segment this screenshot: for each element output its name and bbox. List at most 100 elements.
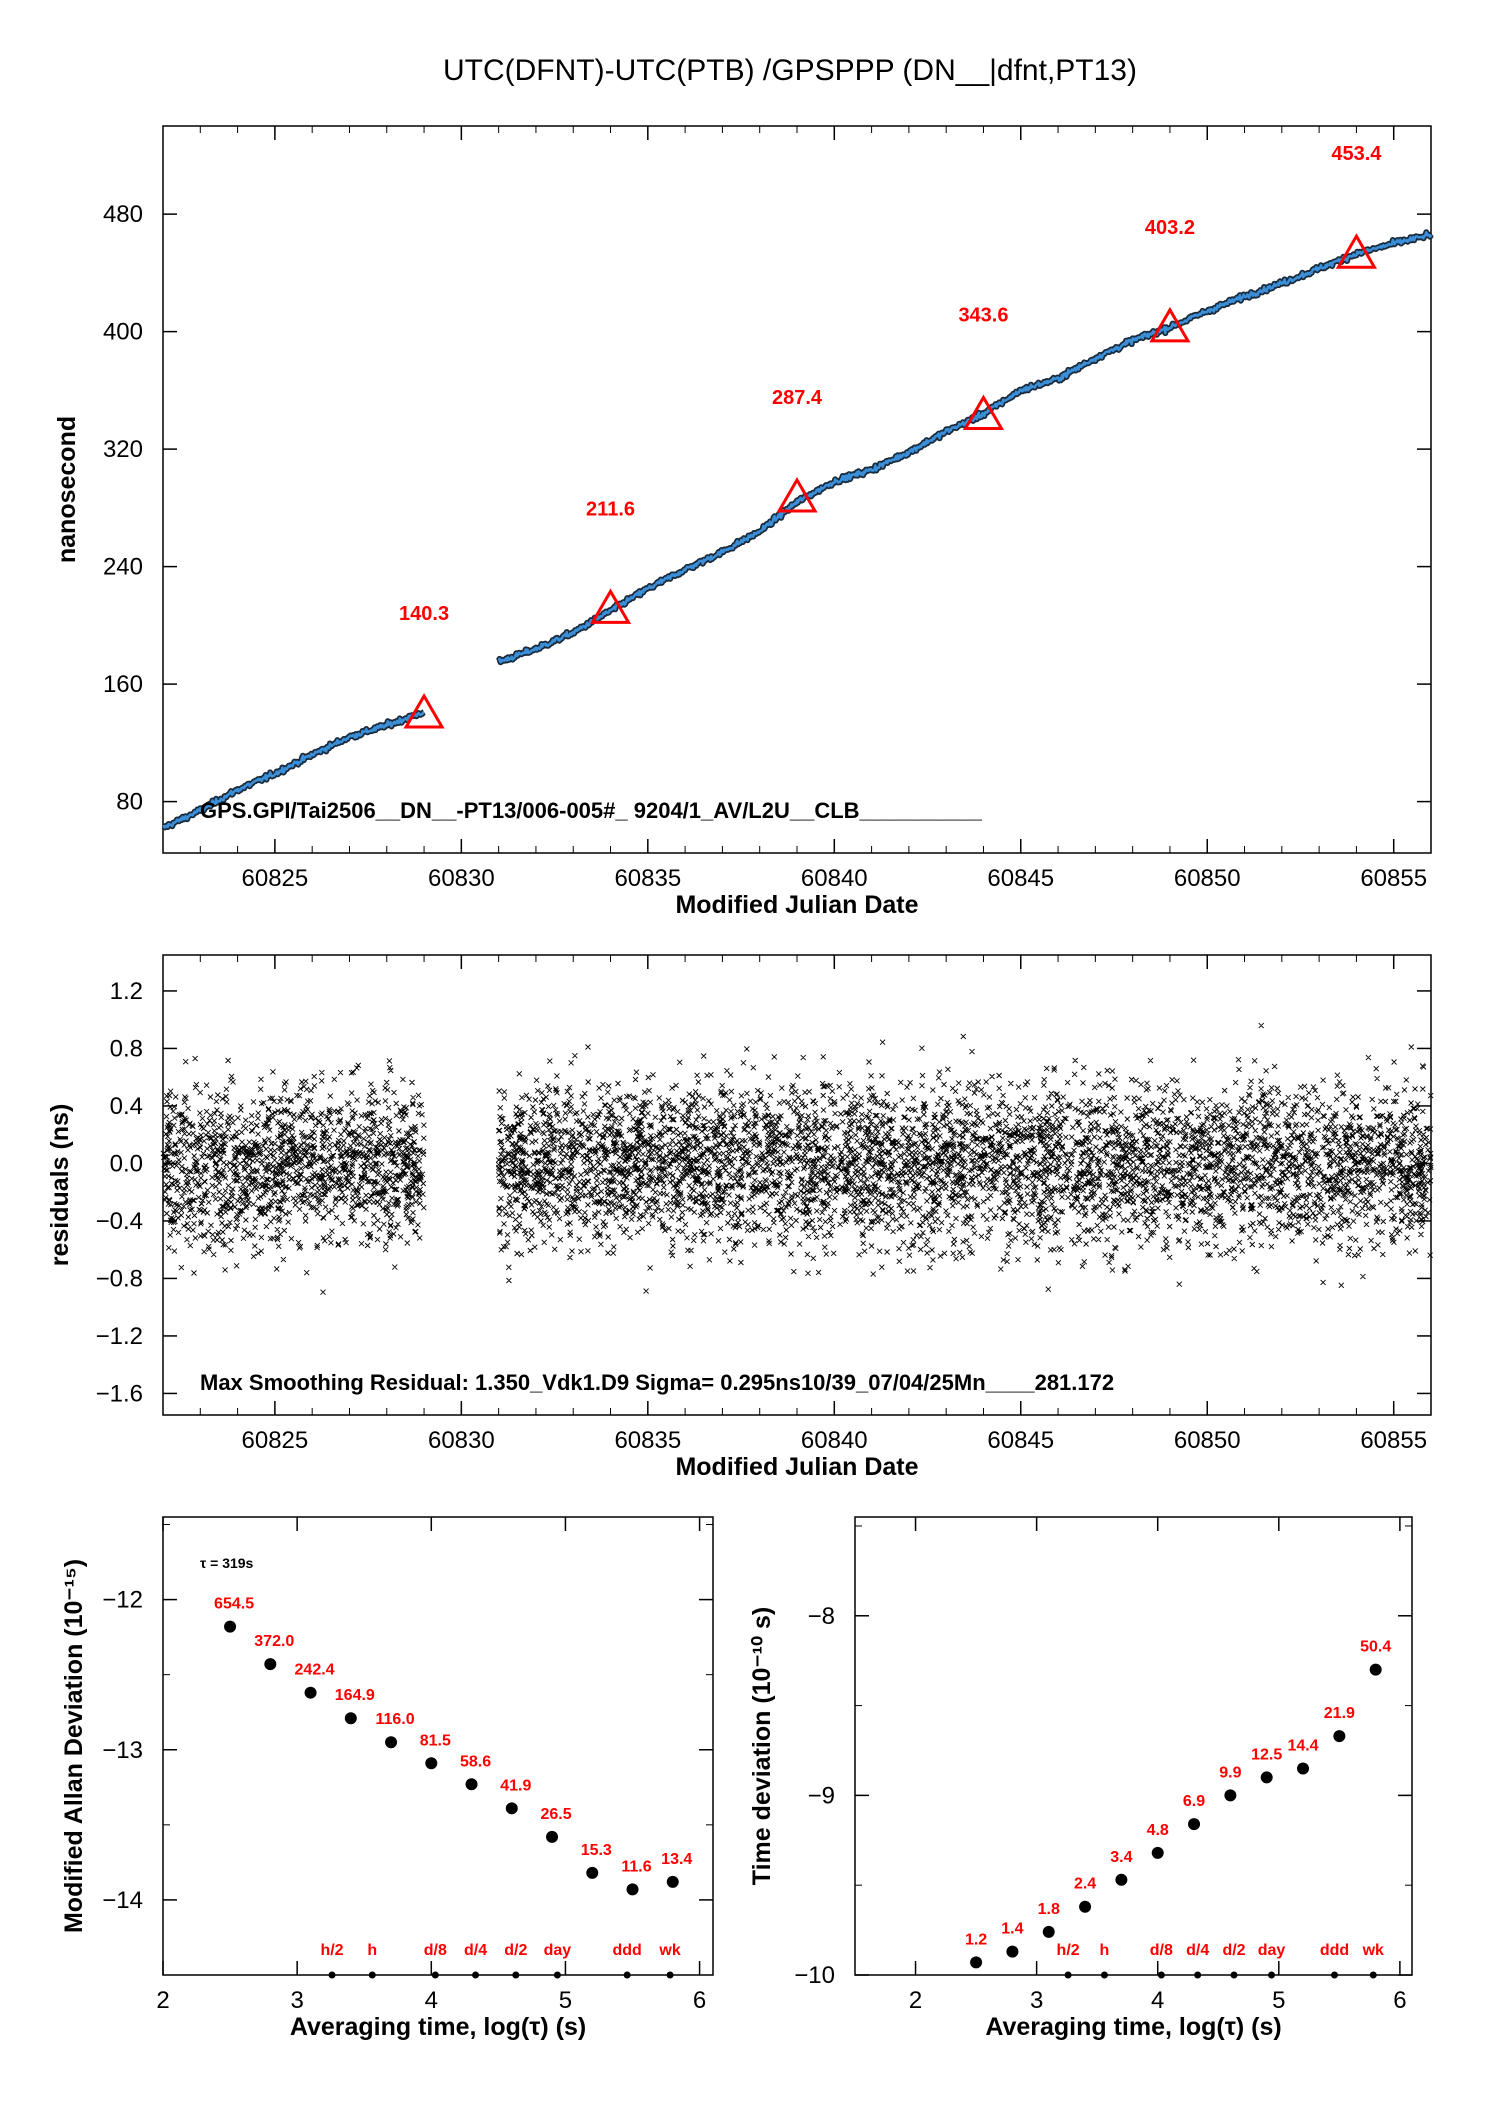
- panel-clock-offset: 60825 60830 60835 60840 60845 60850 60855 80 160…: [53, 125, 1434, 919]
- y-axis-label: residuals (ns): [46, 1104, 74, 1267]
- data-point: [1333, 1730, 1346, 1743]
- x-tick-label: 6: [693, 1987, 706, 2014]
- x-tick-label: 60855: [1360, 865, 1427, 892]
- x-axis-label: Averaging time, log(τ) (s): [985, 2013, 1281, 2041]
- x-tick-label: 60835: [614, 1427, 681, 1454]
- y-tick-label: 0.4: [110, 1093, 143, 1120]
- point-label: 372.0: [254, 1633, 294, 1650]
- point-label: 14.4: [1287, 1737, 1318, 1754]
- y-tick-label: −8: [808, 1603, 835, 1630]
- marker-triangle: [403, 693, 445, 729]
- residual-points: [160, 1022, 1434, 1296]
- interval-marker: [1268, 1971, 1276, 1979]
- y-axis-label: Time deviation (10⁻¹⁰ s): [748, 1607, 776, 1885]
- point-label: 242.4: [295, 1662, 335, 1679]
- point-label: 3.4: [1110, 1849, 1132, 1866]
- y-tick-label: 0.0: [110, 1150, 143, 1177]
- interval-marker: [623, 1971, 631, 1979]
- x-tick-label: 3: [290, 1987, 303, 2014]
- marker-label: 287.4: [772, 387, 823, 409]
- data-point: [1115, 1873, 1128, 1886]
- point-label: 11.6: [621, 1858, 651, 1875]
- data-point: [264, 1658, 277, 1671]
- point-label: 2.4: [1074, 1876, 1096, 1893]
- y-tick-label: −0.8: [96, 1265, 143, 1292]
- data-point: [1042, 1925, 1055, 1938]
- x-tick-label: 4: [1151, 1987, 1164, 2014]
- data-point: [586, 1866, 599, 1879]
- data-point: [626, 1883, 639, 1896]
- x-tick-label: 3: [1030, 1987, 1043, 2014]
- marker-label: 453.4: [1331, 143, 1382, 165]
- data-point: [1151, 1846, 1164, 1859]
- interval-label: d/4: [464, 1942, 487, 1959]
- data-point: [666, 1875, 679, 1888]
- interval-marker: [666, 1971, 674, 1979]
- data-point: [1188, 1818, 1201, 1831]
- x-tick-label: 2: [156, 1987, 169, 2014]
- point-label: 26.5: [540, 1806, 571, 1823]
- point-label: 21.9: [1324, 1705, 1355, 1722]
- marker-label: 211.6: [586, 498, 635, 520]
- tau-note: τ = 319s: [200, 1555, 254, 1571]
- x-tick-label: 60850: [1174, 865, 1241, 892]
- y-tick-label: 0.8: [110, 1035, 143, 1062]
- data-point: [1260, 1771, 1273, 1784]
- x-tick-label: 60850: [1174, 1427, 1241, 1454]
- y-tick-label: −0.4: [96, 1208, 143, 1235]
- x-tick-label: 2: [909, 1987, 922, 2014]
- interval-marker: [1194, 1971, 1202, 1979]
- interval-marker: [328, 1971, 336, 1979]
- point-label: 50.4: [1360, 1639, 1391, 1656]
- interval-marker: [1331, 1971, 1339, 1979]
- interval-label: ddd: [1320, 1942, 1349, 1959]
- marker-label: 140.3: [399, 603, 449, 625]
- marker-triangle: [1149, 306, 1191, 343]
- marker-label: 343.6: [958, 304, 1008, 326]
- marker-triangle: [776, 477, 818, 513]
- plot-frame: [162, 125, 1432, 854]
- interval-label: wk: [658, 1942, 680, 1959]
- x-tick-label: 60840: [801, 1427, 868, 1454]
- point-label: 81.5: [420, 1732, 451, 1749]
- panel-time-deviation: 2 3 4 5 6 −10 −9 −8 Averaging time, log(τ) (s) Ti…: [748, 1516, 1413, 2041]
- interval-label: wk: [1362, 1942, 1384, 1959]
- x-tick-label: 5: [1272, 1987, 1285, 2014]
- interval-marker: [1369, 1971, 1377, 1979]
- y-tick-label: −14: [102, 1887, 143, 1914]
- interval-label: day: [544, 1942, 572, 1959]
- data-point: [465, 1778, 478, 1791]
- y-tick-label: 480: [103, 201, 143, 228]
- x-axis-label: Modified Julian Date: [675, 891, 918, 919]
- series-outline-1: [495, 229, 1434, 666]
- interval-label: h: [1100, 1942, 1110, 1959]
- y-tick-label: 1.2: [110, 978, 143, 1005]
- point-label: 164.9: [335, 1687, 375, 1704]
- x-tick-label: 60855: [1360, 1427, 1427, 1454]
- interval-marker: [368, 1971, 376, 1979]
- interval-label: d/2: [1222, 1942, 1245, 1959]
- data-point: [344, 1712, 357, 1725]
- y-tick-label: 320: [103, 436, 143, 463]
- y-axis-label: Modified Allan Deviation (10⁻¹⁵): [60, 1559, 88, 1933]
- panel-residuals: 60825 60830 60835 60840 60845 60850 60855 −1.6 −…: [46, 954, 1434, 1481]
- x-tick-label: 60835: [614, 865, 681, 892]
- interval-label: d/8: [1150, 1942, 1173, 1959]
- interval-marker: [472, 1971, 480, 1979]
- interval-marker: [553, 1971, 561, 1979]
- y-tick-label: −10: [794, 1962, 835, 1989]
- y-tick-label: 80: [116, 789, 143, 816]
- series-line-1: [497, 231, 1433, 664]
- interval-label: h: [367, 1942, 377, 1959]
- info-text: Max Smoothing Residual: 1.350_Vdk1.D9 Si…: [200, 1370, 1114, 1395]
- interval-label: ddd: [612, 1942, 641, 1959]
- point-label: 9.9: [1219, 1764, 1241, 1781]
- x-tick-label: 60845: [987, 1427, 1054, 1454]
- info-text: GPS.GPI/Tai2506__DN__-PT13/006-005#_ 920…: [200, 798, 983, 823]
- x-tick-label: 4: [425, 1987, 438, 2014]
- y-tick-label: −13: [102, 1737, 143, 1764]
- interval-label: day: [1258, 1942, 1286, 1959]
- marker-label: 403.2: [1145, 217, 1195, 239]
- data-point: [505, 1802, 518, 1815]
- marker-triangle: [589, 588, 632, 624]
